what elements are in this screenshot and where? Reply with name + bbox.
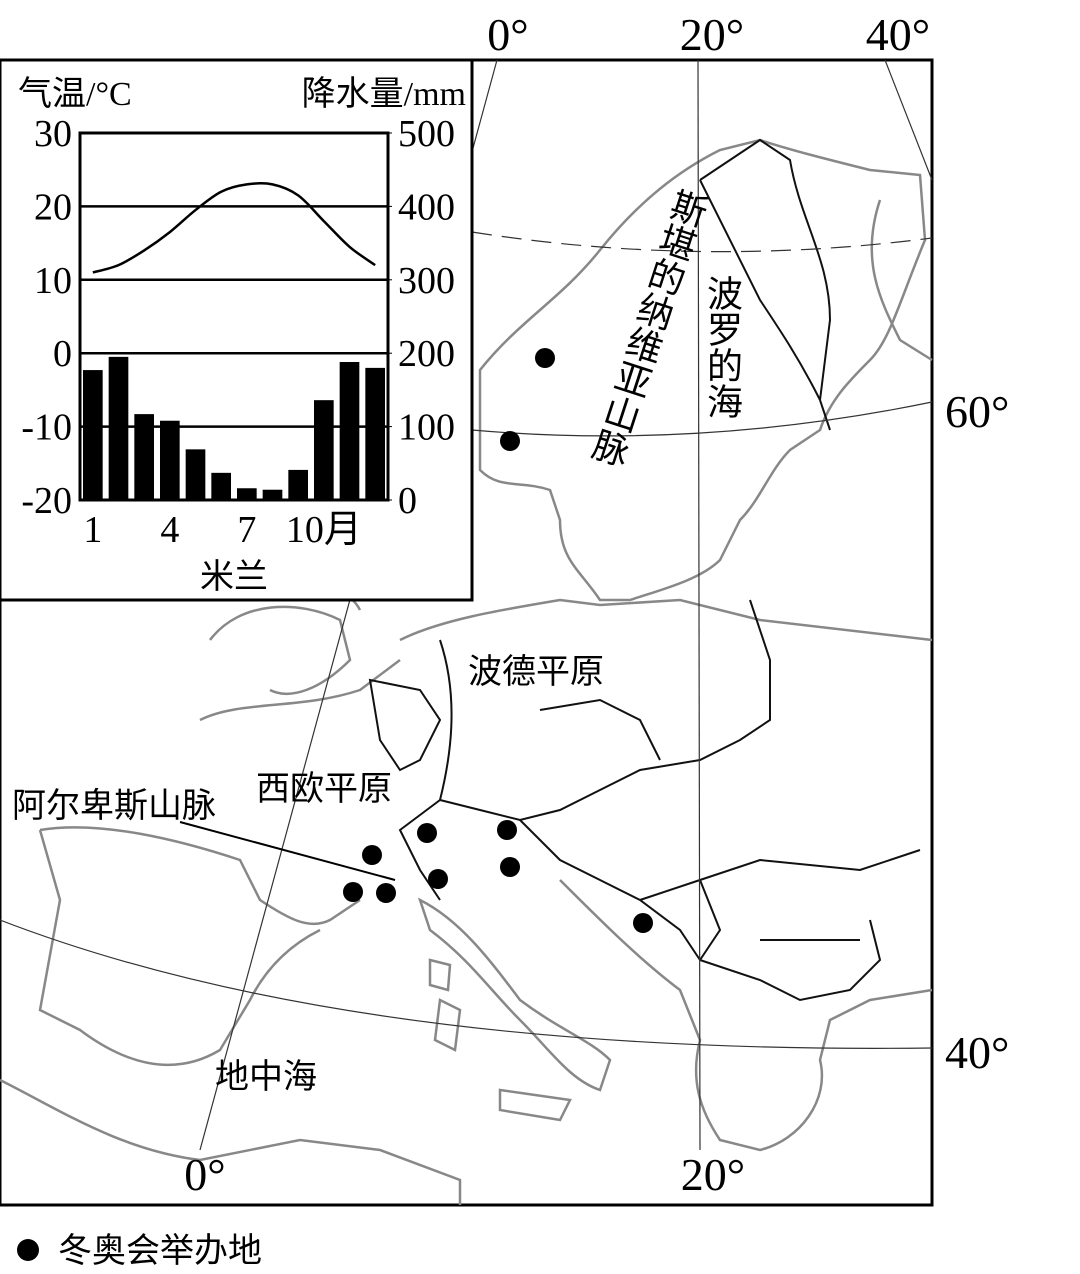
leader-line bbox=[179, 821, 396, 881]
y-tick-label: -20 bbox=[21, 480, 72, 522]
y-axis-title: 气温/°C bbox=[18, 75, 132, 113]
place-label: 波德平原 bbox=[468, 653, 604, 691]
y2-tick-label: 400 bbox=[398, 186, 455, 228]
lat-label: 40° bbox=[945, 1027, 1009, 1078]
x-tick-label: 7 bbox=[237, 509, 256, 551]
climate-chart: 气温/°C 降水量/mm 米兰 3020100-10-2050040030020… bbox=[0, 58, 474, 602]
lon-label: 40° bbox=[866, 9, 930, 60]
y2-tick-label: 200 bbox=[398, 333, 455, 375]
y2-tick-label: 0 bbox=[398, 480, 417, 522]
site-dot bbox=[500, 857, 520, 877]
lon-label: 0° bbox=[184, 1149, 225, 1200]
station-name: 米兰 bbox=[200, 558, 268, 596]
x-tick-label: 10月 bbox=[286, 509, 362, 551]
precip-bar bbox=[108, 356, 129, 500]
site-dot bbox=[343, 882, 363, 902]
x-tick-label: 1 bbox=[83, 509, 102, 551]
place-label: 阿尔卑斯山脉 bbox=[12, 787, 216, 825]
precip-bar bbox=[83, 370, 103, 500]
map-shapes bbox=[0, 138, 933, 1205]
y-tick-label: 0 bbox=[53, 333, 72, 375]
site-dot bbox=[633, 913, 653, 933]
y-tick-label: 20 bbox=[34, 186, 72, 228]
precip-bar bbox=[288, 469, 308, 500]
place-label: 西欧平原 bbox=[256, 770, 392, 808]
precip-bar bbox=[185, 449, 206, 500]
site-dot bbox=[417, 823, 437, 843]
y2-tick-label: 100 bbox=[398, 407, 455, 449]
y-tick-label: 30 bbox=[34, 113, 72, 155]
precip-bar bbox=[262, 489, 283, 500]
site-dot bbox=[500, 431, 520, 451]
legend-dot bbox=[17, 1239, 39, 1261]
site-dot bbox=[362, 845, 382, 865]
temp-line bbox=[92, 181, 376, 274]
place-label: 波罗的海 bbox=[702, 275, 742, 419]
site-dot bbox=[428, 869, 448, 889]
site-dot bbox=[376, 883, 396, 903]
lon-label: 0° bbox=[487, 9, 528, 60]
y2-tick-label: 500 bbox=[398, 113, 455, 155]
x-tick-label: 4 bbox=[160, 509, 179, 551]
y2-tick-label: 300 bbox=[398, 260, 455, 302]
precip-bar bbox=[365, 367, 385, 500]
y2-axis-title: 降水量/mm bbox=[302, 75, 466, 113]
precip-bar bbox=[160, 420, 180, 500]
precip-bar bbox=[314, 400, 334, 500]
site-dot bbox=[497, 820, 517, 840]
legend-label: 冬奥会举办地 bbox=[58, 1232, 262, 1269]
olympic-sites bbox=[343, 348, 653, 933]
place-label: 地中海 bbox=[215, 1058, 317, 1096]
y-tick-label: -10 bbox=[21, 407, 72, 449]
lat-label: 60° bbox=[945, 386, 1009, 437]
site-dot bbox=[535, 348, 555, 368]
precip-bar bbox=[211, 472, 231, 500]
precip-bar bbox=[134, 414, 154, 500]
y-tick-label: 10 bbox=[34, 260, 72, 302]
lon-label: 20° bbox=[681, 1149, 745, 1200]
precip-bar bbox=[339, 362, 360, 500]
precip-bar bbox=[237, 488, 257, 500]
lon-label: 20° bbox=[680, 9, 744, 60]
